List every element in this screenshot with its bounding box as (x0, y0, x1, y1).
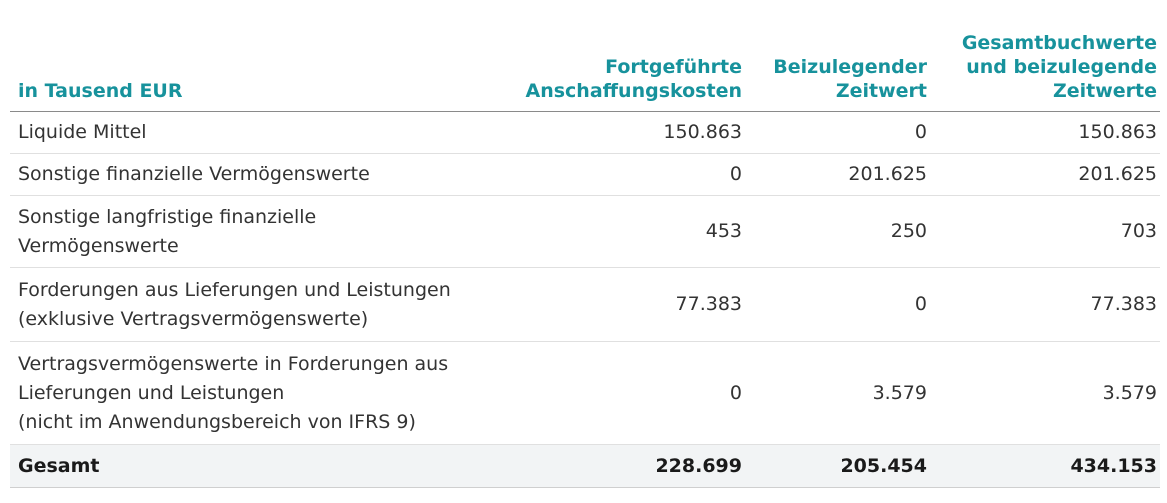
cell-total: 703 (930, 195, 1160, 268)
cell-total: 77.383 (930, 267, 1160, 342)
cell-total: 201.625 (930, 153, 1160, 196)
row-label: Vertragsvermögenswerte in Forderungen au… (10, 341, 515, 445)
cell-fair-value: 250 (745, 195, 930, 268)
cell-amortized-cost: 150.863 (515, 111, 745, 154)
total-sum: 434.153 (930, 444, 1160, 488)
cell-total: 3.579 (930, 341, 1160, 445)
row-label: Sonstige langfristige finanzielle Vermög… (10, 195, 515, 268)
row-label: Sonstige finanzielle Vermögenswerte (10, 153, 515, 196)
cell-amortized-cost: 77.383 (515, 267, 745, 342)
table-row: Sonstige langfristige finanzielle Vermög… (10, 195, 1160, 268)
cell-amortized-cost: 453 (515, 195, 745, 268)
total-fair-value: 205.454 (745, 444, 930, 488)
row-label: Liquide Mittel (10, 111, 515, 154)
table-row: Liquide Mittel 150.863 0 150.863 (10, 111, 1160, 154)
table-row: Sonstige finanzielle Vermögenswerte 0 20… (10, 153, 1160, 196)
cell-amortized-cost: 0 (515, 341, 745, 445)
financial-assets-table: in Tausend EUR Fortgeführte Anschaffungs… (10, 0, 1160, 488)
cell-fair-value: 0 (745, 111, 930, 154)
header-fair-value: Beizulegender Zeitwert (745, 0, 930, 112)
cell-fair-value: 0 (745, 267, 930, 342)
header-total-values: Gesamtbuchwerte und beizulegende Zeitwer… (930, 0, 1160, 112)
table-row: Vertragsvermögenswerte in Forderungen au… (10, 341, 1160, 445)
cell-fair-value: 201.625 (745, 153, 930, 196)
header-unit-label: in Tausend EUR (10, 0, 515, 112)
cell-total: 150.863 (930, 111, 1160, 154)
cell-amortized-cost: 0 (515, 153, 745, 196)
total-row: Gesamt 228.699 205.454 434.153 (10, 444, 1160, 488)
total-amortized-cost: 228.699 (515, 444, 745, 488)
header-row: in Tausend EUR Fortgeführte Anschaffungs… (10, 0, 1160, 112)
total-label: Gesamt (10, 444, 515, 488)
cell-fair-value: 3.579 (745, 341, 930, 445)
header-amortized-cost: Fortgeführte Anschaffungskosten (515, 0, 745, 112)
row-label: Forderungen aus Lieferungen und Leistung… (10, 267, 515, 342)
table-row: Forderungen aus Lieferungen und Leistung… (10, 267, 1160, 342)
